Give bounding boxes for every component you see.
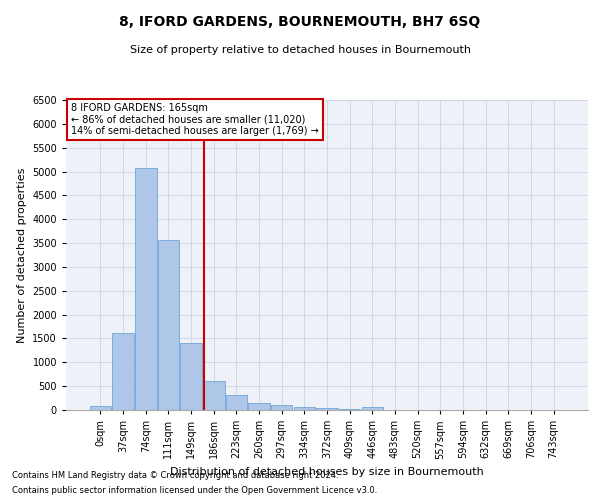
Text: 8 IFORD GARDENS: 165sqm
← 86% of detached houses are smaller (11,020)
14% of sem: 8 IFORD GARDENS: 165sqm ← 86% of detache…	[71, 103, 319, 136]
X-axis label: Distribution of detached houses by size in Bournemouth: Distribution of detached houses by size …	[170, 467, 484, 477]
Bar	[271, 406, 292, 410]
Bar	[248, 402, 270, 410]
Bar	[293, 407, 315, 410]
Y-axis label: Number of detached properties: Number of detached properties	[17, 168, 26, 342]
Bar	[226, 395, 247, 410]
Text: Contains public sector information licensed under the Open Government Licence v3: Contains public sector information licen…	[12, 486, 377, 495]
Bar	[362, 407, 383, 410]
Bar	[316, 408, 338, 410]
Bar	[339, 409, 361, 410]
Bar	[158, 240, 179, 410]
Bar	[90, 406, 111, 410]
Bar	[135, 168, 157, 410]
Bar	[112, 332, 134, 410]
Bar	[181, 343, 202, 410]
Text: Size of property relative to detached houses in Bournemouth: Size of property relative to detached ho…	[130, 45, 470, 55]
Bar	[203, 382, 224, 410]
Text: 8, IFORD GARDENS, BOURNEMOUTH, BH7 6SQ: 8, IFORD GARDENS, BOURNEMOUTH, BH7 6SQ	[119, 15, 481, 29]
Text: Contains HM Land Registry data © Crown copyright and database right 2024.: Contains HM Land Registry data © Crown c…	[12, 471, 338, 480]
